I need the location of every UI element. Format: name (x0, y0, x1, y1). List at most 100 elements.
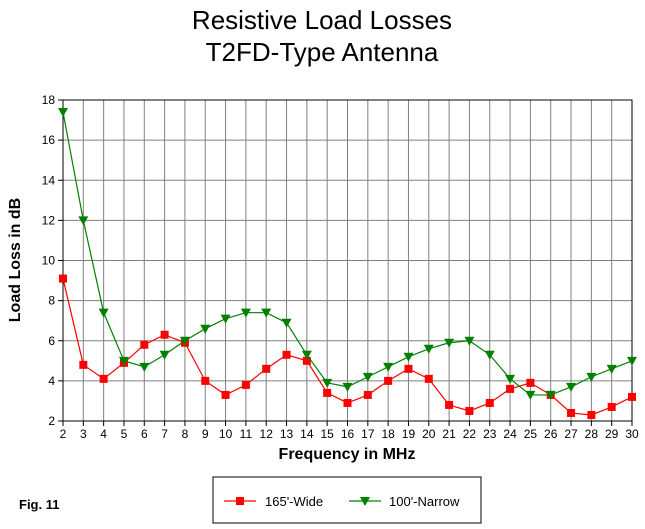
x-tick-label: 19 (402, 427, 416, 441)
data-point (363, 390, 372, 399)
legend-marker (236, 497, 244, 505)
x-tick-label: 13 (280, 427, 294, 441)
y-tick-label: 14 (42, 173, 56, 187)
legend-marker (360, 497, 370, 506)
data-point (465, 406, 474, 415)
data-point (362, 372, 373, 382)
y-tick-label: 10 (42, 254, 56, 268)
x-tick-label: 20 (422, 427, 436, 441)
data-point (240, 308, 251, 318)
x-tick-label: 4 (100, 427, 107, 441)
x-tick-label: 10 (219, 427, 233, 441)
data-point (160, 330, 169, 339)
data-point (343, 398, 352, 407)
x-tick-label: 15 (320, 427, 334, 441)
data-point (505, 374, 516, 384)
y-tick-label: 6 (48, 334, 55, 348)
plot-border (62, 99, 633, 422)
data-point (342, 382, 353, 392)
chart-title: Resistive Load Losses (192, 5, 452, 35)
data-point (281, 318, 292, 328)
y-axis-label: Load Loss in dB (7, 198, 24, 322)
data-point (201, 376, 210, 385)
data-point (526, 378, 535, 387)
data-point (444, 338, 455, 348)
x-tick-label: 12 (260, 427, 274, 441)
data-point (384, 376, 393, 385)
data-point (628, 392, 636, 401)
data-point (485, 398, 494, 407)
data-point (445, 400, 454, 409)
legend-item: 100'-Narrow (349, 494, 460, 509)
data-point (607, 402, 616, 411)
data-point (139, 362, 150, 372)
data-point (606, 364, 617, 374)
x-tick-label: 11 (240, 427, 253, 441)
data-point (200, 324, 211, 334)
x-tick-label: 9 (202, 427, 209, 441)
y-tick-label: 4 (48, 374, 55, 388)
x-tick-label: 22 (463, 427, 477, 441)
chart-subtitle: T2FD-Type Antenna (206, 37, 439, 67)
x-tick-label: 24 (503, 427, 517, 441)
data-point (586, 372, 597, 382)
legend-label: 165'-Wide (265, 494, 323, 509)
data-point (627, 356, 637, 366)
data-point (221, 390, 230, 399)
data-point (220, 314, 231, 324)
data-point (567, 408, 576, 417)
plot-area: 2 3 4 5 6 7 8 9 10 11 12 13 14 15 16 17 18 19 20 21 22 23 24 25… (42, 93, 639, 441)
legend-box (212, 476, 482, 524)
x-tick-label: 5 (121, 427, 128, 441)
x-tick-label: 26 (544, 427, 558, 441)
data-point (484, 350, 495, 360)
x-tick-label: 17 (361, 427, 375, 441)
data-point (79, 360, 88, 369)
data-point (545, 390, 556, 400)
x-tick-label: 7 (161, 427, 168, 441)
data-point (566, 382, 577, 392)
x-axis-label: Frequency in MHz (279, 446, 416, 463)
x-tick-label: 2 (60, 427, 67, 441)
x-tick-label: 27 (564, 427, 578, 441)
y-tick-label: 8 (48, 294, 55, 308)
legend: 165'-Wide 100'-Narrow (212, 476, 482, 524)
y-tick-label: 16 (42, 133, 56, 147)
data-point (464, 336, 475, 346)
figure-label: Fig. 11 (19, 497, 59, 512)
data-point (179, 336, 190, 346)
data-point (261, 308, 272, 318)
data-point (98, 308, 109, 318)
x-tick-label: 14 (300, 427, 314, 441)
data-point (99, 374, 108, 383)
x-tick-label: 6 (141, 427, 148, 441)
data-point (59, 274, 67, 283)
data-point (423, 344, 434, 354)
y-tick-label: 18 (42, 93, 56, 107)
y-tick-label: 12 (42, 213, 56, 227)
data-point (383, 362, 394, 372)
x-tick-label: 18 (381, 427, 395, 441)
data-point (159, 350, 170, 360)
x-tick-label: 25 (524, 427, 538, 441)
x-tick-label: 3 (80, 427, 87, 441)
data-point (140, 340, 149, 349)
data-point (404, 364, 413, 373)
x-tick-label: 30 (625, 427, 639, 441)
data-point (403, 352, 414, 362)
legend-item: 165'-Wide (224, 494, 323, 509)
data-point (322, 378, 333, 388)
legend-label: 100'-Narrow (389, 494, 460, 509)
x-tick-label: 29 (605, 427, 619, 441)
data-point (301, 350, 312, 360)
data-point (587, 410, 596, 419)
data-point (424, 374, 433, 383)
data-point (262, 364, 271, 373)
data-point (506, 384, 515, 393)
x-tick-label: 16 (341, 427, 355, 441)
data-point (58, 108, 68, 118)
x-tick-label: 21 (442, 427, 456, 441)
y-tick-label: 2 (48, 414, 55, 428)
data-point (241, 380, 250, 389)
